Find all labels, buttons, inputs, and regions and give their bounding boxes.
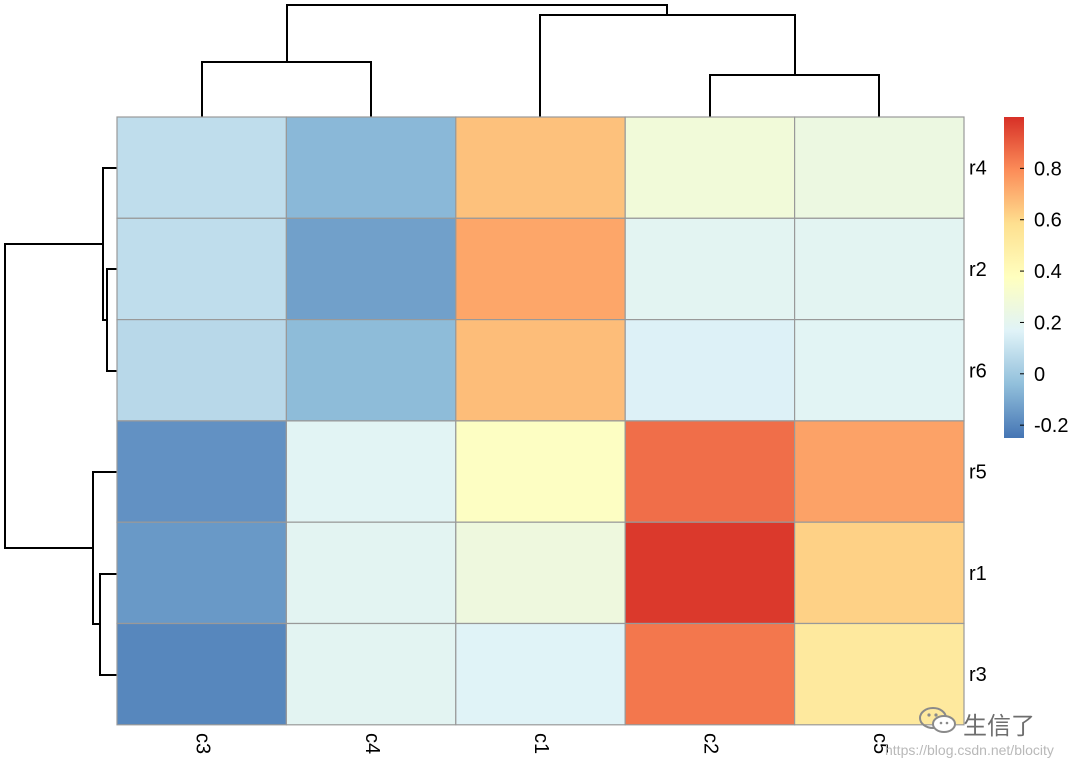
dendrogram-branch-root bbox=[4, 243, 103, 549]
row-label-r2: r2 bbox=[969, 259, 987, 281]
legend-tick-label: 0.6 bbox=[1034, 210, 1062, 232]
heatmap-cell-r3-c1 bbox=[455, 622, 626, 726]
heatmap-cell-r5-c4 bbox=[285, 420, 457, 523]
heatmap-cell-r3-c4 bbox=[285, 622, 457, 726]
heatmap-cell-r2-c2 bbox=[624, 217, 796, 321]
dendrogram-branch-r5-r1r3 bbox=[92, 471, 117, 625]
heatmap-cell-r4-c1 bbox=[455, 116, 626, 219]
legend-tick-label: 0.2 bbox=[1034, 312, 1062, 334]
watermark-name: 生信了 bbox=[963, 712, 1035, 740]
heatmap-cell-r1-c1 bbox=[455, 521, 626, 625]
dendrogram-branch-root bbox=[286, 4, 668, 62]
heatmap-cell-r3-c3 bbox=[116, 622, 287, 726]
row-label-r6: r6 bbox=[969, 360, 987, 382]
heatmap-cell-r2-c3 bbox=[116, 217, 287, 321]
column-label-c3: c3 bbox=[191, 733, 213, 754]
column-label-c4: c4 bbox=[361, 733, 383, 754]
dendrogram-branch-c3-c4 bbox=[201, 61, 372, 117]
heatmap-cell-r6-c1 bbox=[455, 319, 626, 422]
watermark-url: https://blog.csdn.net/blocity bbox=[885, 742, 1054, 758]
heatmap-cell-r1-c2 bbox=[624, 521, 796, 625]
heatmap-cell-r4-c2 bbox=[624, 116, 796, 219]
column-label-c5: c5 bbox=[869, 733, 891, 754]
color-legend: -0.2 0 0.2 0.4 0.6 0.8 bbox=[1004, 117, 1068, 438]
row-label-r3: r3 bbox=[969, 664, 987, 686]
dendrogram-branch-c2-c5 bbox=[709, 74, 880, 117]
legend-tick-label: 0.4 bbox=[1034, 261, 1062, 283]
heatmap-cell-r2-c1 bbox=[455, 217, 626, 321]
row-label-r5: r5 bbox=[969, 462, 987, 484]
row-label-r4: r4 bbox=[969, 158, 987, 180]
heatmap-cell-r6-c4 bbox=[285, 319, 457, 422]
heatmap-cell-r1-c5 bbox=[793, 521, 965, 625]
heatmap-cells bbox=[116, 116, 965, 726]
heatmap-cell-r6-c3 bbox=[116, 319, 287, 422]
heatmap-cell-r5-c3 bbox=[116, 420, 287, 523]
heatmap-cell-r5-c2 bbox=[624, 420, 796, 523]
column-dendrogram bbox=[201, 4, 880, 117]
legend-tick-label: -0.2 bbox=[1034, 415, 1068, 437]
column-labels: c3 c4 c1 c2 c5 bbox=[191, 733, 891, 754]
legend-tick-label: 0.8 bbox=[1034, 158, 1062, 180]
dendrogram-branch-r4-r2r6 bbox=[102, 167, 117, 321]
heatmap-cell-r4-c3 bbox=[116, 116, 287, 219]
row-dendrogram bbox=[4, 167, 117, 676]
heatmap-cell-r2-c4 bbox=[285, 217, 457, 321]
heatmap-cell-r6-c5 bbox=[793, 319, 965, 422]
heatmap-cell-r2-c5 bbox=[793, 217, 965, 321]
column-label-c1: c1 bbox=[530, 733, 552, 754]
dendrogram-branch-c1-c2c5 bbox=[539, 14, 796, 117]
heatmap-cell-r3-c2 bbox=[624, 622, 796, 726]
heatmap-cell-r1-c3 bbox=[116, 521, 287, 625]
wechat-icon bbox=[919, 707, 956, 733]
heatmap-cell-r5-c5 bbox=[793, 420, 965, 523]
column-label-c2: c2 bbox=[700, 733, 722, 754]
heatmap-cell-r1-c4 bbox=[285, 521, 457, 625]
heatmap-cell-r5-c1 bbox=[455, 420, 626, 523]
heatmap-cell-r6-c2 bbox=[624, 319, 796, 422]
legend-tick-label: 0 bbox=[1034, 364, 1045, 386]
row-label-r1: r1 bbox=[969, 563, 987, 585]
row-labels: r4 r2 r6 r5 r1 r3 bbox=[969, 158, 987, 687]
heatmap-cell-r4-c4 bbox=[285, 116, 457, 219]
dendrogram-branch-r2-r6 bbox=[106, 268, 117, 372]
legend-colorbar bbox=[1004, 117, 1024, 438]
heatmap-cell-r4-c5 bbox=[793, 116, 965, 219]
dendrogram-branch-r1-r3 bbox=[99, 573, 117, 676]
